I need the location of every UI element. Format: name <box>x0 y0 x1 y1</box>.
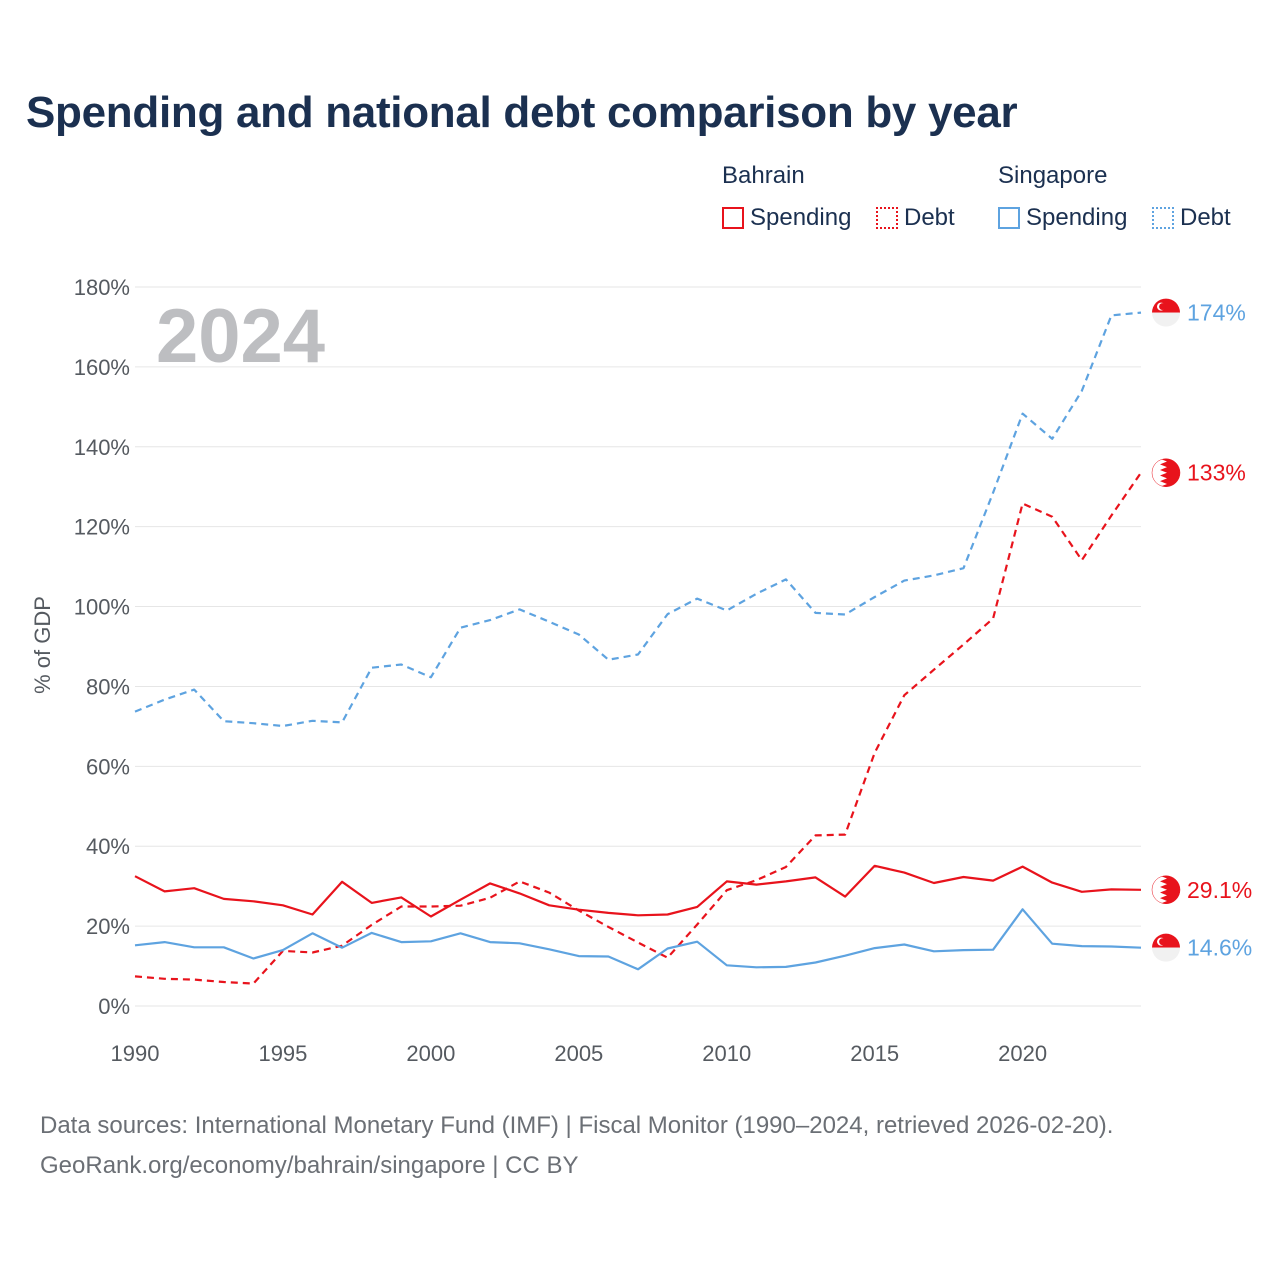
legend-swatch-singapore-debt <box>1152 207 1174 229</box>
x-tick-label: 2015 <box>850 1041 899 1066</box>
y-axis-title: % of GDP <box>30 596 55 694</box>
y-tick-label: 80% <box>86 674 130 699</box>
flag-part <box>1151 458 1181 487</box>
x-tick-label: 1990 <box>111 1041 160 1066</box>
legend-singapore-spending[interactable]: Spending <box>998 204 1127 232</box>
legend-group-singapore: Singapore <box>998 162 1108 189</box>
series-line-singapore-spending <box>134 908 1142 971</box>
y-tick-label: 0% <box>98 994 130 1019</box>
y-tick-label: 40% <box>86 834 130 859</box>
singapore-flag-icon <box>1152 933 1181 962</box>
chart-title: Spending and national debt comparison by… <box>26 88 1018 137</box>
legend-swatch-bahrain-debt <box>876 207 898 229</box>
x-tick-label: 2010 <box>702 1041 751 1066</box>
legend-group-bahrain: Bahrain <box>722 162 805 189</box>
flag-part <box>1151 875 1181 905</box>
legend-singapore-debt[interactable]: Debt <box>1152 204 1231 232</box>
flag-part <box>1152 312 1181 327</box>
end-value-label-bahrain-spending: 29.1% <box>1187 877 1252 903</box>
line-chart: 0%20%40%60%80%100%120%140%160%180% 1990 1… <box>30 275 1252 1066</box>
flag-part <box>1159 303 1166 310</box>
end-value-label-bahrain-debt: 133% <box>1187 460 1246 486</box>
source-link[interactable]: GeoRank.org/economy/bahrain/singapore | … <box>40 1152 579 1179</box>
legend-bahrain-spending[interactable]: Spending <box>722 204 851 232</box>
flag-part <box>1159 938 1166 946</box>
x-tick-label: 2000 <box>406 1041 455 1066</box>
legend-swatch-singapore-spending <box>998 207 1020 229</box>
end-labels: 174% 133% 29.1% 14.6% <box>1151 298 1252 962</box>
y-tick-label: 160% <box>74 355 130 380</box>
flag-part <box>1151 458 1167 487</box>
y-axis-ticks: 0% 20% 40% 60% 80% 100% 120% 140% 160% 180% <box>74 275 130 1019</box>
bahrain-flag-icon <box>1151 875 1181 905</box>
flag-part <box>1152 298 1181 313</box>
year-overlay: 2024 <box>156 294 325 379</box>
flag-part <box>1151 875 1167 904</box>
bahrain-flag-icon <box>1151 458 1181 487</box>
x-tick-label: 2005 <box>554 1041 603 1066</box>
singapore-flag-icon <box>1152 298 1181 327</box>
y-tick-label: 60% <box>86 754 130 779</box>
series-line-bahrain-debt <box>134 472 1142 985</box>
x-tick-label: 1995 <box>258 1041 307 1066</box>
series-line-singapore-debt <box>134 311 1142 728</box>
series-line-bahrain-spending <box>134 864 1142 918</box>
footer: Data sources: International Monetary Fun… <box>40 1106 1113 1186</box>
series-lines <box>134 311 1142 985</box>
flag-part <box>1152 947 1181 962</box>
y-tick-label: 140% <box>74 435 130 460</box>
flag-part <box>1152 933 1181 948</box>
legend-label-bahrain-debt: Debt <box>904 204 955 231</box>
legend-swatch-bahrain-spending <box>722 207 744 229</box>
y-tick-label: 180% <box>74 275 130 300</box>
legend-label-bahrain-spending: Spending <box>750 204 852 231</box>
x-axis-ticks: 1990 1995 2000 2005 2010 2015 2020 <box>111 1041 1048 1066</box>
x-tick-label: 2020 <box>998 1041 1047 1066</box>
y-tick-label: 120% <box>74 515 130 540</box>
end-value-label-singapore-spending: 14.6% <box>1187 935 1252 961</box>
y-tick-label: 100% <box>74 595 130 620</box>
legend-bahrain-debt[interactable]: Debt <box>876 204 955 232</box>
data-source-note: Data sources: International Monetary Fun… <box>40 1112 1114 1139</box>
end-value-label-singapore-debt: 174% <box>1187 300 1246 326</box>
legend-label-singapore-spending: Spending <box>1026 204 1128 231</box>
y-tick-label: 20% <box>86 914 130 939</box>
gridlines <box>135 286 1141 1007</box>
legend-label-singapore-debt: Debt <box>1180 204 1231 231</box>
